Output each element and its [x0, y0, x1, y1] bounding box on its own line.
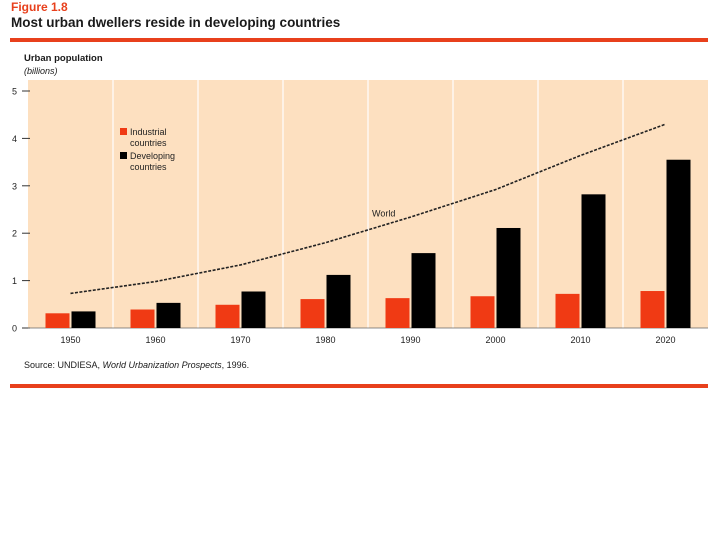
source-org: UNDIESA, [55, 360, 103, 370]
legend-swatch-industrial [120, 128, 127, 135]
x-tick-label: 1990 [400, 335, 420, 345]
x-tick-label: 1970 [230, 335, 250, 345]
developing-bar [666, 159, 691, 328]
source-prefix: Source: [24, 360, 56, 370]
bottom-rule [10, 384, 708, 388]
industrial-bar [555, 293, 580, 328]
figure-number: Figure 1.8 [11, 0, 68, 14]
x-tick-label: 1960 [145, 335, 165, 345]
industrial-bar [215, 304, 240, 328]
y-tick-label: 5 [12, 87, 17, 97]
industrial-bar [470, 296, 495, 328]
x-tick-label: 2010 [570, 335, 590, 345]
legend-label: Developing [130, 151, 175, 161]
source-note: Source: UNDIESA, World Urbanization Pros… [24, 360, 249, 370]
y-tick-label: 4 [12, 134, 17, 144]
y-tick-label: 0 [12, 324, 17, 334]
developing-bar [581, 194, 606, 328]
developing-bar [496, 227, 521, 328]
y-axis-label: Urban population [24, 53, 103, 64]
figure-title: Most urban dwellers reside in developing… [11, 15, 341, 30]
source-publication: World Urbanization Prospects [102, 360, 222, 370]
legend-label: countries [130, 162, 167, 172]
developing-bar [411, 253, 436, 328]
world-line-label: World [372, 209, 395, 219]
developing-bar [71, 311, 96, 328]
top-rule [10, 38, 708, 42]
x-tick-label: 1950 [60, 335, 80, 345]
source-year: , 1996. [221, 360, 250, 370]
legend-label: countries [130, 138, 167, 148]
y-tick-label: 1 [12, 276, 17, 286]
industrial-bar [385, 298, 410, 328]
industrial-bar [130, 309, 155, 328]
developing-bar [241, 291, 266, 328]
industrial-bar [640, 291, 665, 328]
y-tick-label: 2 [12, 229, 17, 239]
x-tick-label: 1980 [315, 335, 335, 345]
x-tick-label: 2020 [655, 335, 675, 345]
legend-swatch-developing [120, 152, 127, 159]
y-axis-unit: (billions) [24, 66, 58, 76]
industrial-bar [45, 313, 70, 328]
legend-label: Industrial [130, 127, 167, 137]
y-tick-label: 3 [12, 181, 17, 191]
industrial-bar [300, 299, 325, 328]
developing-bar [326, 274, 351, 328]
x-tick-label: 2000 [485, 335, 505, 345]
developing-bar [156, 302, 181, 328]
